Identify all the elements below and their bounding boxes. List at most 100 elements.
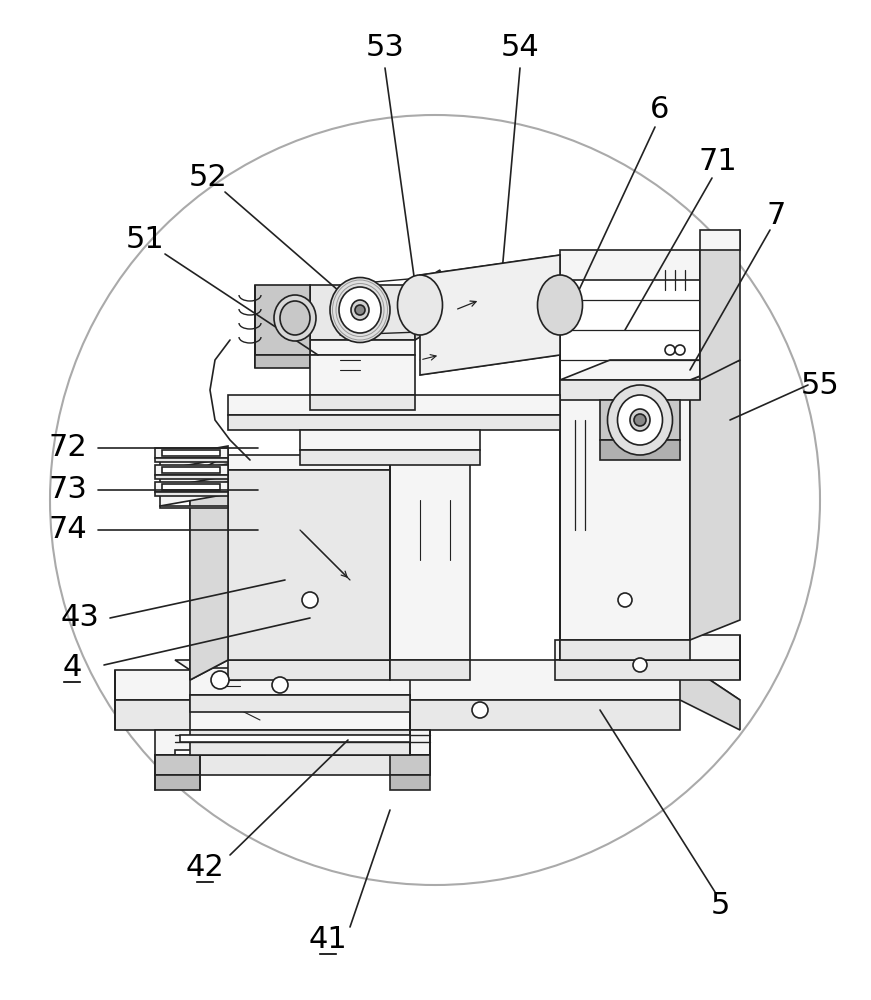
Polygon shape [680, 660, 740, 730]
Polygon shape [160, 482, 228, 506]
Circle shape [634, 414, 646, 426]
Polygon shape [155, 492, 228, 496]
Polygon shape [115, 670, 250, 700]
Circle shape [675, 345, 685, 355]
Polygon shape [160, 506, 228, 508]
Polygon shape [390, 660, 470, 680]
Polygon shape [600, 400, 680, 440]
Text: 51: 51 [125, 226, 165, 254]
Polygon shape [190, 695, 410, 712]
Circle shape [302, 592, 318, 608]
Ellipse shape [280, 301, 310, 335]
Polygon shape [190, 460, 228, 680]
Polygon shape [162, 467, 220, 473]
Text: 52: 52 [189, 163, 227, 192]
Polygon shape [155, 730, 430, 755]
Polygon shape [290, 750, 380, 755]
Polygon shape [555, 640, 740, 660]
Polygon shape [310, 340, 415, 355]
Text: 72: 72 [49, 434, 87, 462]
Polygon shape [190, 695, 410, 730]
Polygon shape [700, 230, 740, 380]
Text: 53: 53 [366, 33, 404, 62]
Polygon shape [228, 455, 390, 470]
Circle shape [665, 345, 675, 355]
Ellipse shape [537, 275, 583, 335]
Polygon shape [390, 775, 430, 790]
Polygon shape [600, 440, 680, 460]
Polygon shape [228, 395, 560, 415]
Text: 74: 74 [49, 516, 87, 544]
Text: 7: 7 [766, 200, 786, 230]
Text: 73: 73 [49, 476, 87, 504]
Text: 54: 54 [501, 33, 539, 62]
Polygon shape [310, 285, 415, 340]
Polygon shape [200, 706, 310, 711]
Text: 42: 42 [186, 854, 225, 882]
Polygon shape [700, 230, 740, 250]
Text: 4: 4 [63, 654, 82, 682]
Polygon shape [155, 465, 228, 475]
Polygon shape [255, 355, 310, 368]
Polygon shape [180, 735, 410, 742]
Polygon shape [160, 464, 228, 488]
Polygon shape [162, 484, 220, 490]
Polygon shape [190, 730, 410, 755]
Ellipse shape [607, 385, 672, 455]
Polygon shape [155, 482, 228, 492]
Polygon shape [155, 755, 430, 775]
Text: 55: 55 [800, 370, 840, 399]
Polygon shape [162, 450, 220, 456]
Text: 71: 71 [699, 147, 738, 176]
Polygon shape [420, 255, 560, 375]
Polygon shape [300, 450, 480, 465]
Polygon shape [175, 750, 265, 755]
Polygon shape [115, 700, 250, 730]
Polygon shape [310, 355, 415, 395]
Text: 41: 41 [308, 926, 348, 954]
Polygon shape [155, 755, 200, 775]
Polygon shape [600, 635, 740, 660]
Polygon shape [228, 470, 390, 660]
Polygon shape [390, 400, 470, 660]
Polygon shape [560, 640, 690, 660]
Polygon shape [555, 660, 740, 680]
Ellipse shape [397, 275, 442, 335]
Polygon shape [415, 270, 440, 340]
Polygon shape [190, 668, 410, 695]
Polygon shape [160, 488, 228, 490]
Polygon shape [155, 775, 200, 790]
Polygon shape [300, 430, 480, 450]
Circle shape [633, 658, 647, 672]
Ellipse shape [274, 295, 316, 341]
Polygon shape [175, 660, 740, 700]
Polygon shape [190, 455, 228, 680]
Polygon shape [560, 380, 700, 400]
Circle shape [211, 671, 229, 689]
Ellipse shape [330, 277, 390, 342]
Circle shape [472, 702, 488, 718]
Polygon shape [560, 250, 700, 280]
Circle shape [272, 677, 288, 693]
Polygon shape [310, 395, 415, 410]
Ellipse shape [351, 300, 369, 320]
Polygon shape [690, 360, 740, 640]
Polygon shape [160, 470, 228, 472]
Polygon shape [228, 460, 390, 660]
Polygon shape [228, 660, 390, 680]
Polygon shape [560, 360, 740, 380]
Polygon shape [560, 380, 690, 640]
Polygon shape [228, 415, 560, 430]
Polygon shape [255, 285, 310, 355]
Ellipse shape [339, 287, 381, 333]
Circle shape [618, 593, 632, 607]
Ellipse shape [630, 409, 650, 431]
Polygon shape [390, 755, 430, 775]
Ellipse shape [618, 395, 663, 445]
Text: 6: 6 [651, 96, 670, 124]
Polygon shape [155, 448, 228, 458]
Polygon shape [200, 698, 310, 703]
Polygon shape [175, 700, 680, 730]
Polygon shape [155, 458, 228, 462]
Circle shape [355, 305, 365, 315]
